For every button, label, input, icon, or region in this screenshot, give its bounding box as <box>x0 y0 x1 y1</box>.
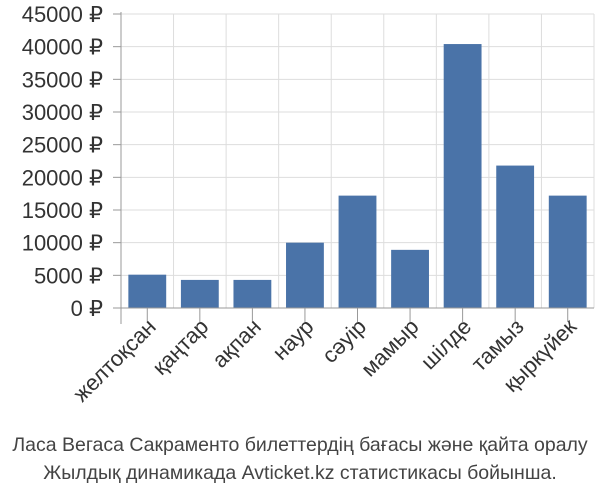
bar <box>496 165 535 308</box>
y-tick-label: 25000 ₽ <box>22 133 103 158</box>
y-tick-label: 20000 ₽ <box>22 165 103 190</box>
chart-caption-line-1: Ласа Вегаса Сакраменто билеттердің бағас… <box>12 434 588 456</box>
y-tick-label: 30000 ₽ <box>22 100 103 125</box>
bar <box>128 274 167 308</box>
x-tick-label: желтоқсан <box>68 314 161 407</box>
chart-caption-line-2: Жылдық динамикада Avticket.kz статистика… <box>43 462 557 484</box>
x-tick-label: шілде <box>416 314 476 374</box>
bar <box>180 279 219 308</box>
bar <box>548 195 587 308</box>
y-tick-label: 0 ₽ <box>71 296 103 321</box>
y-tick-label: 35000 ₽ <box>22 67 103 92</box>
x-tick-label: наур <box>267 314 318 365</box>
bars <box>128 44 587 308</box>
y-tick-label: 45000 ₽ <box>22 2 103 27</box>
y-tick-label: 15000 ₽ <box>22 198 103 223</box>
x-tick-label: ақпан <box>207 314 266 373</box>
y-tick-label: 5000 ₽ <box>34 263 103 288</box>
bar <box>338 195 377 308</box>
y-tick-labels: 0 ₽ 5000 ₽ 10000 ₽ 15000 ₽ 20000 ₽ 25000 ₽ 300… <box>22 2 103 321</box>
bar <box>233 279 272 308</box>
x-tick-label: қаңтар <box>147 314 213 380</box>
y-tick-label: 40000 ₽ <box>22 35 103 60</box>
bar <box>391 249 429 308</box>
x-tick-label: мамыр <box>356 314 424 382</box>
bar <box>443 44 482 308</box>
bar <box>286 242 324 308</box>
bar-chart: 0 ₽ 5000 ₽ 10000 ₽ 15000 ₽ 20000 ₽ 25000 ₽ 300… <box>22 2 595 407</box>
axes <box>113 12 594 324</box>
y-tick-label: 10000 ₽ <box>22 231 103 256</box>
